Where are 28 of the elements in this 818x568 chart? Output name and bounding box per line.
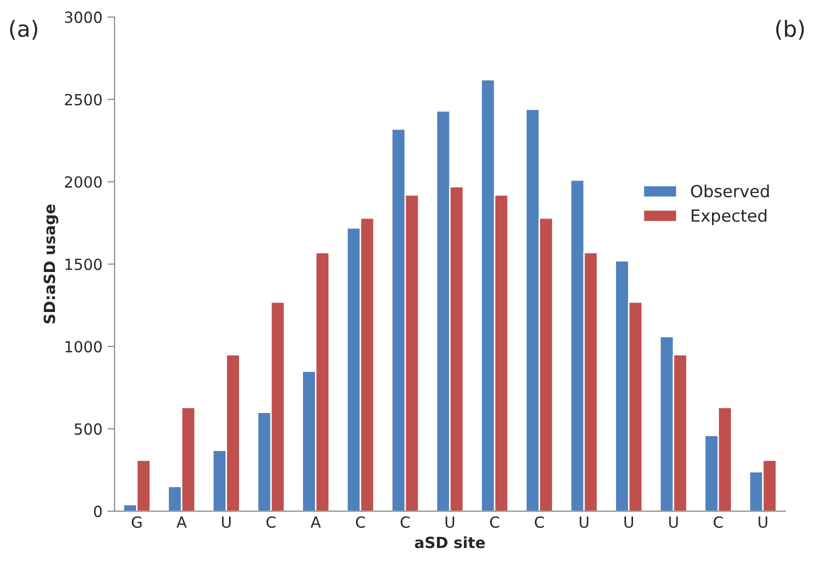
x-tick-label: G — [132, 516, 142, 528]
x-tick-label: A — [310, 516, 321, 528]
x-tick-label: C — [490, 516, 500, 528]
x-tick-label: C — [356, 516, 365, 528]
x-tick-label: U — [758, 516, 768, 528]
x-tick-label: A — [176, 516, 187, 528]
y-tick-label: 1000 — [66, 340, 102, 352]
text: (a) — [10, 20, 38, 40]
x-tick-label: U — [580, 516, 588, 528]
x-tick-label: U — [446, 516, 454, 528]
legend-label: Observed — [691, 184, 769, 198]
x-tick-label: C — [534, 516, 544, 528]
x-tick-label: C — [400, 516, 410, 528]
y-tick-label: 500 — [74, 423, 102, 435]
y-axis-title: SD:aSD usage — [44, 204, 58, 324]
y-tick-label: 2000 — [64, 176, 102, 188]
x-tick-label: C — [714, 516, 723, 528]
x-tick-label: U — [222, 516, 231, 528]
x-axis-title: aSD site — [414, 536, 485, 548]
y-tick-label: 1500 — [66, 258, 102, 270]
annotation: (b) — [776, 20, 804, 40]
y-tick-label: 0 — [94, 506, 102, 518]
x-tick-label: U — [624, 516, 634, 528]
legend-label: Expected — [692, 208, 766, 226]
y-tick-label: 3000 — [64, 12, 102, 24]
y-tick-label: 2500 — [64, 94, 102, 106]
x-tick-label: C — [266, 516, 276, 528]
x-tick-label: U — [669, 516, 678, 528]
